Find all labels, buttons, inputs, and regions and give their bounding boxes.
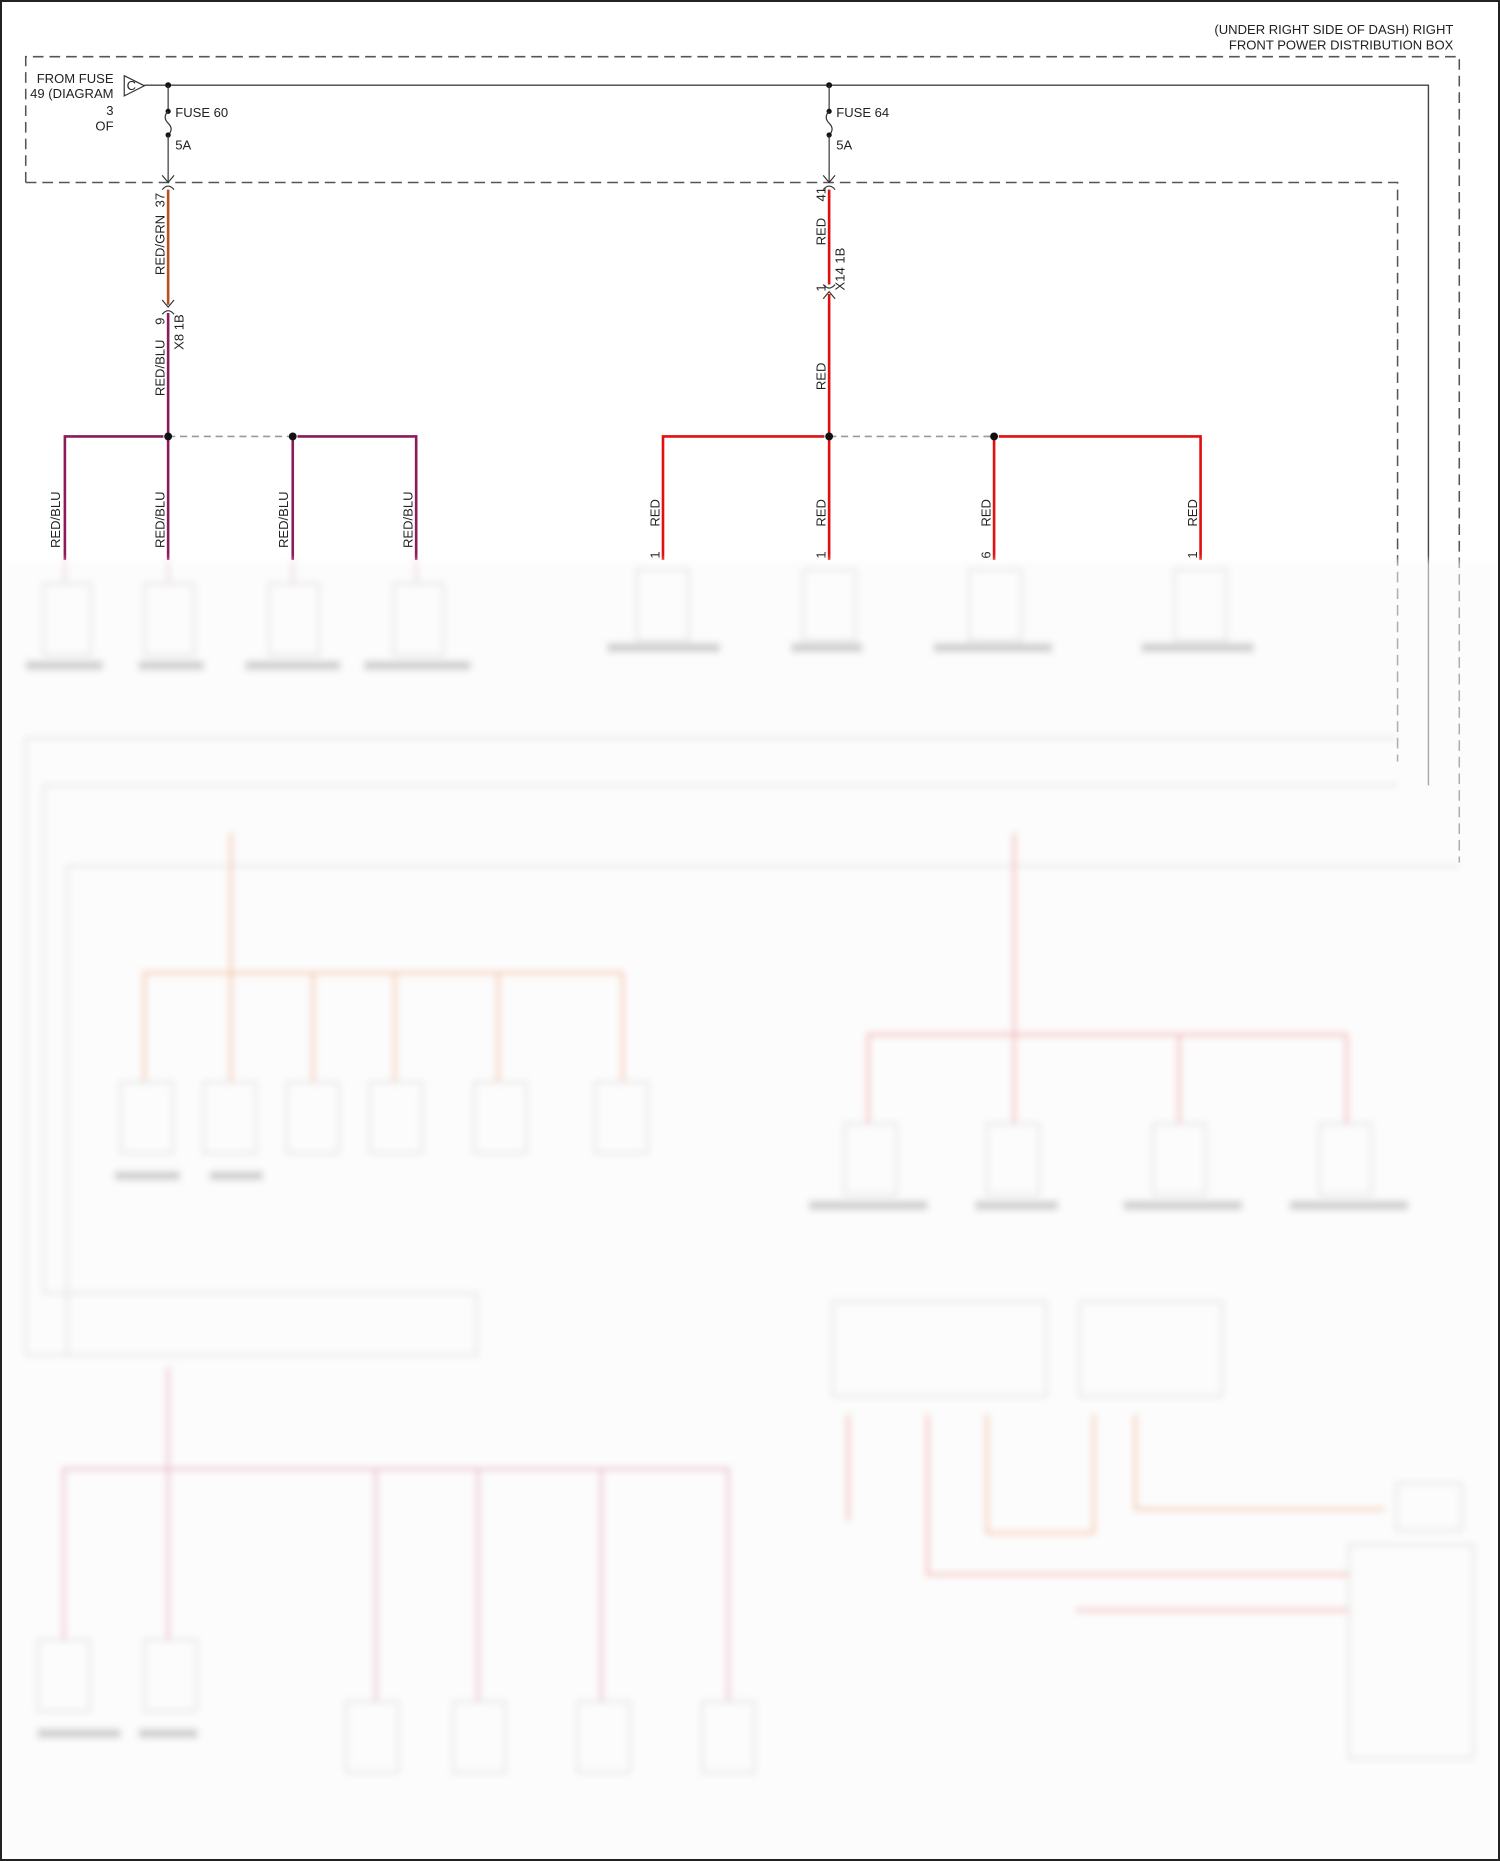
branch-left-2-wire: RED/BLU — [153, 491, 168, 548]
source-line-1: FROM FUSE — [37, 71, 114, 86]
fuse-64 — [822, 82, 836, 191]
connector-x8 — [161, 299, 175, 315]
branch-left-1-wire: RED/BLU — [48, 491, 63, 548]
branch-right-1-wire: RED — [647, 499, 662, 527]
fuse-60-rating: 5A — [175, 137, 191, 152]
pin-1-label: 1 — [814, 284, 829, 291]
connector-x14 — [822, 284, 836, 300]
source-line-3: 3 — [106, 103, 113, 118]
pin-41-label: 41 — [814, 187, 829, 202]
splice-right-1 — [825, 432, 834, 441]
box-title-line-1: (UNDER RIGHT SIDE OF DASH) RIGHT — [1214, 22, 1453, 37]
branch-right-3-pin: 6 — [979, 551, 994, 558]
branch-right-2-pin: 1 — [814, 551, 829, 558]
branch-right-1-pin: 1 — [647, 551, 662, 558]
connector-letter: C — [127, 78, 136, 93]
wire-red-grn-label: RED/GRN — [153, 215, 168, 275]
fuse-60 — [161, 82, 175, 191]
source-line-4: OF — [95, 118, 113, 133]
branch-right-2-wire: RED — [814, 499, 829, 527]
distribution-box-outline — [24, 55, 1461, 863]
splice-right-2 — [990, 432, 999, 441]
branch-right-4-wire: RED — [1185, 499, 1200, 527]
splice-left-2 — [288, 432, 297, 441]
connector-x8-label: X8 1B — [172, 314, 187, 350]
source-connector: C — [123, 74, 146, 97]
box-title-line-2: FRONT POWER DISTRIBUTION BOX — [1229, 38, 1454, 53]
fuse-60-label: FUSE 60 — [175, 105, 228, 120]
connector-x14-label: X14 1B — [833, 247, 848, 290]
pin-37-label: 37 — [153, 193, 168, 208]
fuse-64-label: FUSE 64 — [836, 105, 889, 120]
branch-right-4-pin: 1 — [1185, 551, 1200, 558]
pin-9-label: 9 — [153, 318, 168, 325]
obscured-region — [2, 559, 1498, 1859]
distribution-box-inner-outline — [25, 181, 1399, 762]
wire-red-blu-label: RED/BLU — [153, 340, 168, 397]
fuse-64-rating: 5A — [836, 137, 852, 152]
power-bus — [144, 84, 1430, 786]
branch-right-3-wire: RED — [979, 499, 994, 527]
source-line-2: 49 (DIAGRAM — [30, 86, 113, 101]
branch-left-4-wire: RED/BLU — [401, 491, 416, 548]
wire-red-lower-label: RED — [814, 363, 829, 391]
branch-left-3-wire: RED/BLU — [276, 491, 291, 548]
splice-left-1 — [164, 432, 173, 441]
wire-red-upper-label: RED — [814, 218, 829, 246]
